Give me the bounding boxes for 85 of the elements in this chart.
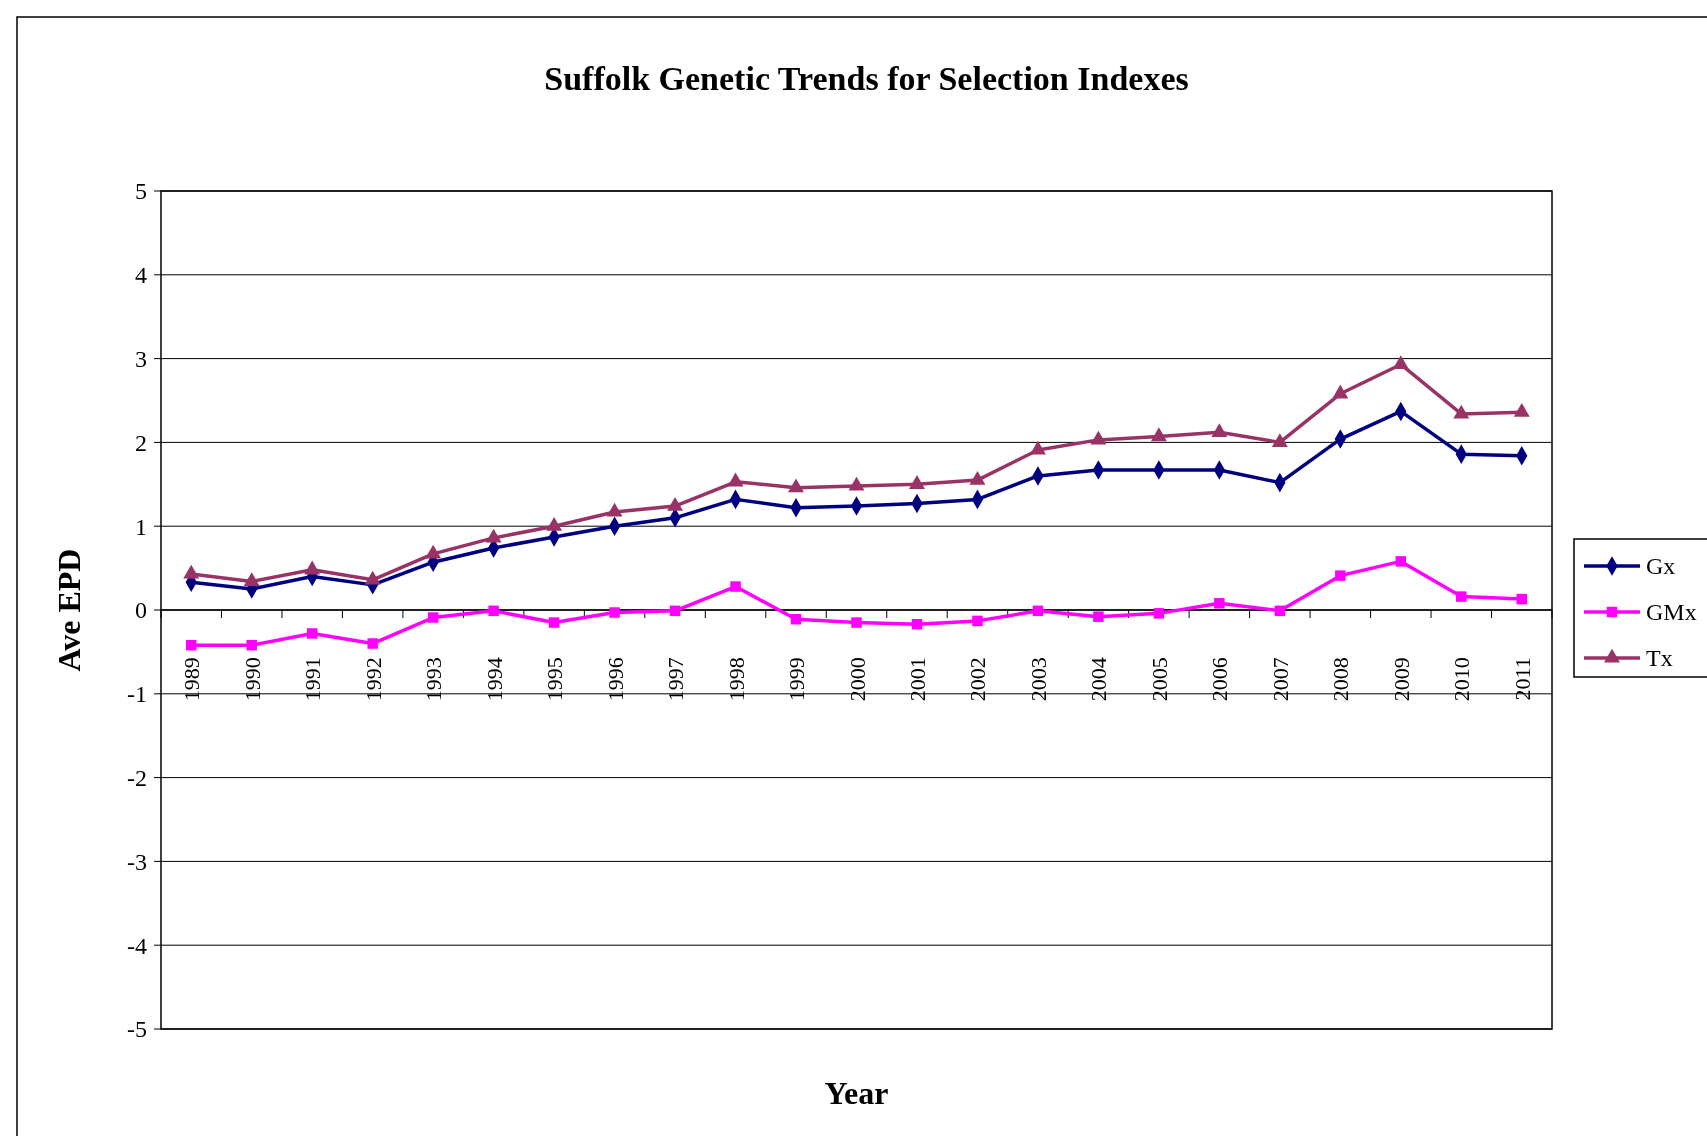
point: [790, 613, 802, 625]
point: [851, 617, 862, 628]
point: [1090, 430, 1107, 445]
point: [788, 478, 804, 493]
point: [1335, 570, 1346, 581]
point: [1516, 593, 1527, 605]
point: [364, 570, 381, 585]
x-tick-label: 1991: [300, 657, 326, 702]
legend-label: Tx: [1646, 645, 1673, 672]
point: [730, 581, 741, 592]
x-tick-label: 2009: [1388, 657, 1414, 702]
x-tick-label: 1990: [239, 657, 265, 702]
y-tick-label: -3: [127, 848, 147, 875]
point: [306, 628, 318, 639]
x-tick-label: 1993: [421, 657, 447, 702]
point: [669, 605, 681, 617]
x-tick-label: 2005: [1146, 657, 1172, 702]
point: [1029, 440, 1046, 455]
x-tick-label: 2007: [1267, 657, 1293, 702]
y-tick-label: -5: [127, 1016, 147, 1043]
point: [186, 639, 197, 651]
point: [1392, 355, 1409, 370]
x-tick-label: 1995: [542, 657, 568, 702]
y-tick-label: 0: [135, 597, 147, 624]
point: [609, 607, 620, 618]
point: [1153, 608, 1165, 619]
point: [304, 560, 321, 575]
point: [546, 517, 563, 531]
x-tick-label: 2002: [965, 657, 991, 702]
point: [1453, 404, 1470, 419]
point: [427, 612, 439, 623]
legend-label: Gx: [1646, 553, 1676, 580]
point: [606, 502, 623, 517]
point: [367, 638, 378, 649]
point: [1214, 598, 1225, 609]
y-tick-label: 3: [135, 346, 147, 372]
y-axis-title: Ave EPD: [51, 548, 87, 672]
x-tick-label: 1999: [784, 657, 810, 702]
chart-title: Suffolk Genetic Trends for Selection Indexes: [544, 60, 1189, 97]
x-tick-label: 2010: [1449, 657, 1475, 702]
point: [727, 472, 744, 487]
point: [1513, 403, 1530, 417]
point: [243, 572, 260, 587]
point: [848, 476, 865, 491]
x-tick-label: 1996: [602, 657, 628, 702]
point: [911, 619, 923, 630]
x-tick-label: 1992: [360, 657, 386, 702]
y-tick-label: -4: [127, 932, 147, 959]
point: [485, 528, 502, 543]
y-tick-label: 2: [135, 429, 147, 456]
point: [548, 617, 560, 628]
point: [972, 615, 983, 627]
x-tick-label: 2008: [1328, 657, 1354, 702]
point: [1032, 605, 1044, 617]
x-tick-label: 1989: [179, 657, 205, 702]
y-tick-label: 1: [135, 513, 147, 540]
point: [1150, 427, 1167, 442]
x-tick-label: 2006: [1207, 657, 1233, 702]
point: [1093, 611, 1104, 622]
x-tick-label: 1998: [723, 657, 749, 702]
x-tick-label: 2000: [844, 657, 870, 702]
y-tick-label: -2: [127, 765, 147, 791]
point: [246, 639, 257, 651]
x-axis-title: Year: [824, 1075, 889, 1111]
y-tick-label: 5: [135, 178, 147, 205]
x-tick-label: 2003: [1025, 657, 1051, 702]
point: [1395, 556, 1407, 567]
legend-label: GMx: [1646, 599, 1697, 626]
point: [1271, 433, 1288, 447]
x-tick-label: 2004: [1086, 657, 1112, 702]
point: [1211, 423, 1228, 437]
point: [425, 544, 442, 559]
point: [488, 605, 499, 617]
point: [909, 475, 925, 489]
x-tick-label: 2001: [904, 657, 930, 702]
point: [969, 470, 986, 485]
point: [1456, 591, 1467, 602]
x-tick-label: 1994: [481, 657, 507, 702]
point: [1332, 384, 1349, 399]
point: [667, 496, 684, 511]
x-tick-label: 2011: [1509, 657, 1535, 701]
point: [1274, 605, 1286, 617]
x-tick-label: 1997: [663, 657, 689, 702]
y-tick-label: 4: [135, 262, 147, 289]
y-tick-label: -1: [127, 681, 147, 708]
